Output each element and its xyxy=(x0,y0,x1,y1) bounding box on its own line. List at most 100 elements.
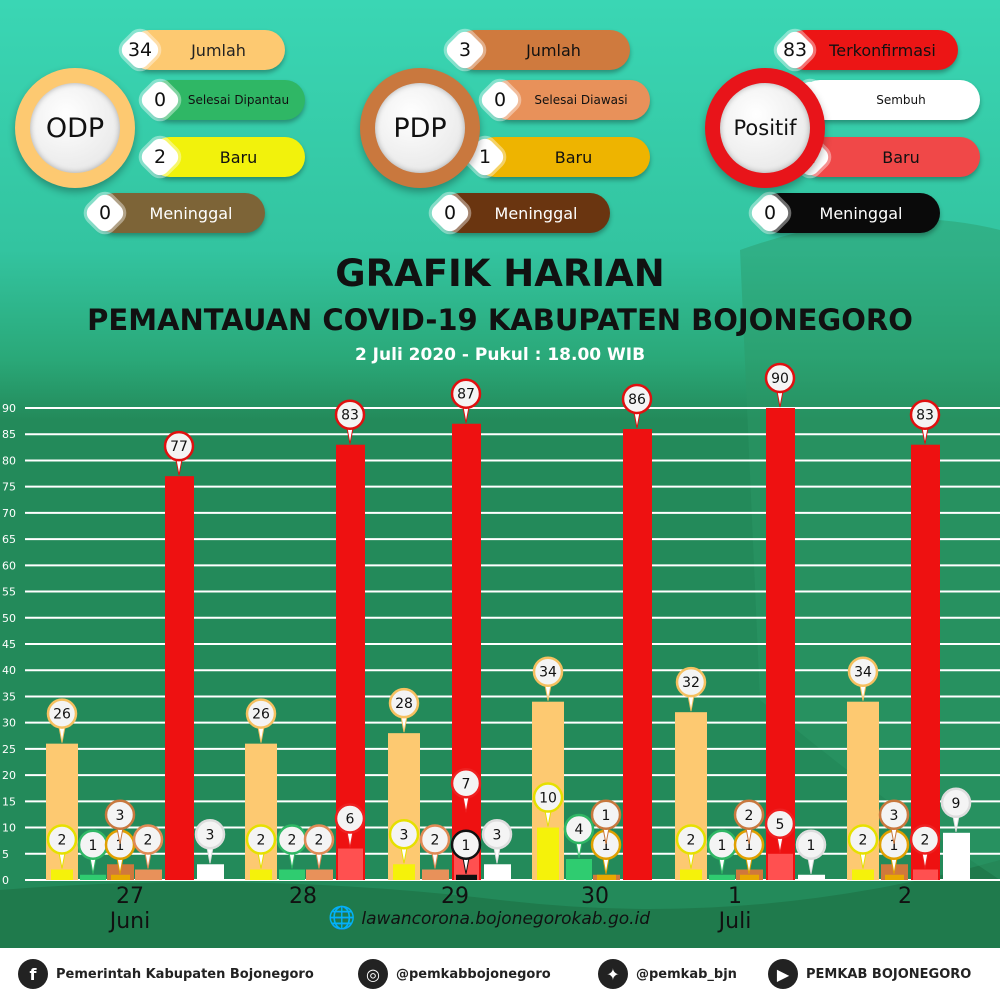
bar-pdp-selesai-diawasi xyxy=(135,869,162,880)
y-tick-label: 20 xyxy=(2,769,16,782)
bar-odp-baru xyxy=(250,869,272,880)
data-label-pdp-jumlah: 3 xyxy=(878,799,910,844)
x-tick-label: 2 xyxy=(898,884,912,909)
youtube-link[interactable]: ▶ PEMKAB BOJONEGORO xyxy=(768,959,971,989)
data-label-text: 83 xyxy=(916,408,934,424)
bar-pdp-baru xyxy=(740,874,759,880)
twitter-link[interactable]: ✦ @pemkab_bjn xyxy=(598,959,768,989)
data-label-odp-baru: 3 xyxy=(388,819,420,864)
bar-pdp-selesai-diawasi xyxy=(422,869,449,880)
odp-ring: ODP xyxy=(15,68,135,188)
data-label-text: 28 xyxy=(395,696,413,712)
data-label-text: 10 xyxy=(539,791,557,807)
y-tick-label: 0 xyxy=(2,874,9,887)
data-label-text: 34 xyxy=(539,665,557,681)
data-label-odp-selesai-dipantau: 2 xyxy=(276,824,308,869)
data-label-text: 2 xyxy=(144,833,153,849)
data-label-text: 34 xyxy=(854,665,872,681)
bar-pdp-selesai-diawasi xyxy=(306,869,333,880)
positif-stat-1: 9Sembuh xyxy=(787,77,980,123)
y-tick-label: 85 xyxy=(2,428,16,441)
instagram-text: @pemkabbojonegoro xyxy=(396,966,551,982)
instagram-icon: ◎ xyxy=(358,959,388,989)
data-label-text: 3 xyxy=(890,808,899,824)
bar-positif-terkonfirmasi xyxy=(911,444,940,880)
positif-stat-3: 0 Meninggal xyxy=(747,190,940,236)
y-tick-label: 60 xyxy=(2,559,16,572)
stat-label: Meninggal xyxy=(819,203,903,223)
chart-title: GRAFIK HARIAN xyxy=(335,252,665,295)
stat-label: Meninggal xyxy=(149,203,233,223)
chart-date: 2 Juli 2020 - Pukul : 18.00 WIB xyxy=(354,345,646,365)
data-label-text: 3 xyxy=(400,827,409,843)
data-label-odp-selesai-dipantau: 1 xyxy=(706,829,738,874)
data-label-text: 77 xyxy=(170,439,188,455)
data-label-text: 87 xyxy=(457,387,475,403)
bar-sembuh xyxy=(943,832,970,880)
bar-odp-baru xyxy=(51,869,73,880)
facebook-link[interactable]: f Pemerintah Kabupaten Bojonegoro xyxy=(18,959,358,989)
data-label-odp-selesai-dipantau: 1 xyxy=(77,829,109,874)
data-label-odp-baru: 2 xyxy=(847,824,879,869)
y-tick-label: 55 xyxy=(2,586,16,599)
bar-odp-baru xyxy=(852,869,874,880)
pdp-stat-3: 0 Meninggal xyxy=(427,190,610,236)
data-label-text: 1 xyxy=(745,838,754,854)
data-label-odp-jumlah: 26 xyxy=(46,698,78,743)
data-label-text: 2 xyxy=(921,833,930,849)
data-label-odp-baru: 2 xyxy=(46,824,78,869)
data-label-text: 26 xyxy=(252,707,270,723)
data-label-odp-jumlah: 34 xyxy=(847,656,879,701)
data-label-odp-selesai-dipantau: 4 xyxy=(563,813,595,859)
y-tick-label: 15 xyxy=(2,795,16,808)
data-label-positif-baru: 6 xyxy=(334,803,366,848)
pdp-title: PDP xyxy=(375,83,465,173)
data-label-text: 7 xyxy=(462,776,471,792)
stat-label: Selesai Dipantau xyxy=(187,93,290,107)
data-label-positif-terkonfirmasi: 90 xyxy=(764,362,796,408)
data-label-text: 4 xyxy=(575,822,584,838)
y-tick-label: 25 xyxy=(2,743,16,756)
instagram-link[interactable]: ◎ @pemkabbojonegoro xyxy=(358,959,598,989)
data-label-text: 26 xyxy=(53,707,71,723)
stat-label: Baru xyxy=(554,147,593,167)
stat-label: Selesai Diawasi xyxy=(534,93,628,107)
data-label-pdp-jumlah: 1 xyxy=(590,799,622,844)
x-tick-label: 29 xyxy=(441,884,469,909)
data-label-odp-jumlah: 28 xyxy=(388,687,420,733)
data-label-text: 1 xyxy=(602,808,611,824)
data-label-text: 1 xyxy=(807,838,816,854)
stat-label: Sembuh xyxy=(876,93,926,107)
chart-subtitle: PEMANTAUAN COVID-19 KABUPATEN BOJONEGORO xyxy=(87,303,913,337)
data-label-sembuh: 3 xyxy=(481,819,513,864)
data-label-positif-baru: 2 xyxy=(909,824,941,869)
odp-title: ODP xyxy=(30,83,120,173)
data-label-odp-jumlah: 26 xyxy=(245,698,277,743)
bar-positif-terkonfirmasi xyxy=(623,428,652,880)
stat-label: Terkonfirmasi xyxy=(829,40,936,60)
bar-positif-terkonfirmasi xyxy=(766,408,795,880)
y-tick-label: 90 xyxy=(2,402,16,415)
data-label-text: 6 xyxy=(346,812,355,828)
pdp-ring: PDP xyxy=(360,68,480,188)
x-tick-label: 28 xyxy=(289,884,317,909)
data-label-positif-terkonfirmasi: 87 xyxy=(450,378,482,423)
stat-label: Jumlah xyxy=(191,40,246,60)
twitter-icon: ✦ xyxy=(598,959,628,989)
positif-title: Positif xyxy=(720,83,810,173)
data-label-text: 5 xyxy=(776,817,785,833)
y-tick-label: 10 xyxy=(2,822,16,835)
y-tick-label: 45 xyxy=(2,638,16,651)
positif-stat-0: 83 Terkonfirmasi xyxy=(772,27,958,73)
website-link[interactable]: 🌐 lawancorona.bojonegorokab.go.id xyxy=(328,906,650,931)
stat-label: Baru xyxy=(219,147,258,167)
data-label-odp-baru: 2 xyxy=(245,824,277,869)
x-tick-label: 27 xyxy=(116,884,144,909)
bar-positif-meninggal xyxy=(456,874,477,880)
data-label-pdp-baru: 1 xyxy=(590,829,622,874)
data-label-text: 9 xyxy=(952,796,961,812)
bar-odp-selesai-dipantau xyxy=(709,874,735,880)
y-tick-label: 75 xyxy=(2,481,16,494)
bar-pdp-baru xyxy=(111,874,130,880)
